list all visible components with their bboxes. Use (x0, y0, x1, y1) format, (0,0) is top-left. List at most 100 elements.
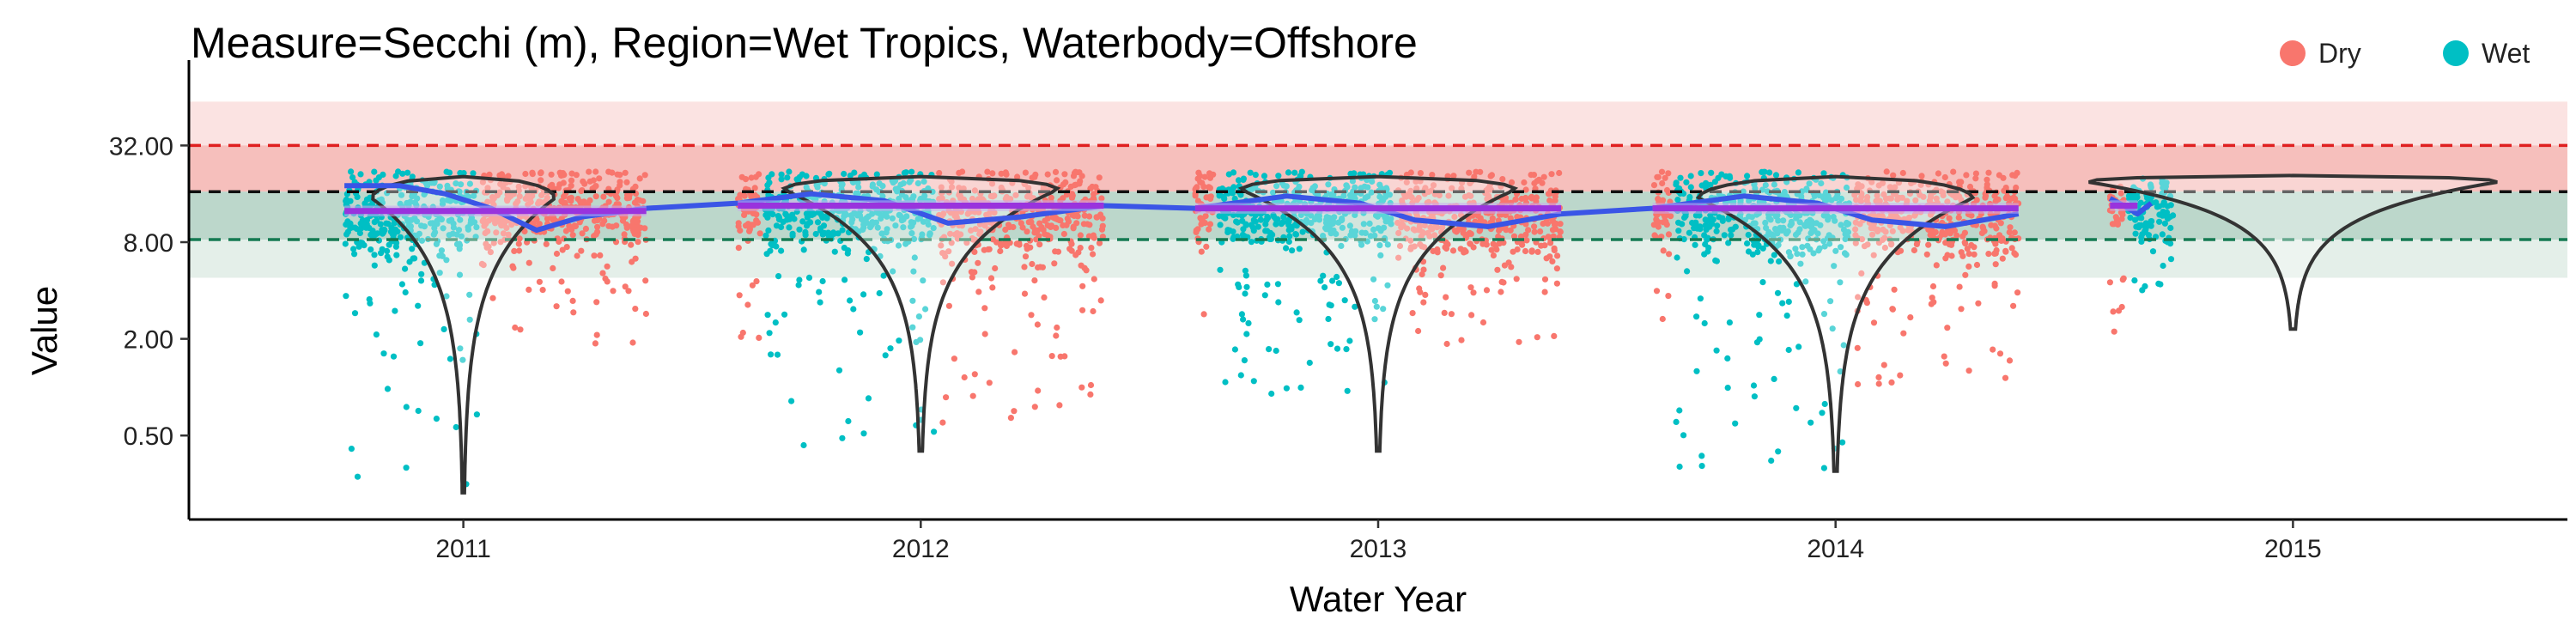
data-point (972, 226, 979, 233)
data-point (971, 248, 978, 255)
data-point (804, 214, 811, 221)
data-point (909, 297, 916, 304)
data-point (1684, 268, 1691, 275)
data-point (438, 216, 445, 223)
data-point (1431, 232, 1438, 239)
data-point (433, 416, 440, 422)
data-point (746, 228, 753, 234)
data-point (812, 230, 819, 238)
data-point (1744, 240, 1751, 247)
data-point (1548, 171, 1555, 178)
data-point (2006, 357, 2014, 364)
data-point (1888, 379, 1895, 386)
legend-key-wet (2443, 40, 2469, 66)
data-point (1508, 264, 1515, 270)
data-point (411, 199, 418, 206)
data-point (578, 247, 585, 254)
data-point (455, 227, 463, 234)
data-point (1278, 197, 1285, 205)
data-point (1090, 307, 1097, 315)
data-point (1531, 179, 1538, 187)
data-point (830, 229, 837, 236)
data-point (856, 212, 864, 219)
data-point (1220, 193, 1227, 200)
data-point (1200, 311, 1207, 318)
data-point (1522, 231, 1529, 238)
data-point (1021, 290, 1029, 297)
data-point (1012, 349, 1018, 355)
data-point (989, 170, 996, 177)
data-point (764, 182, 771, 189)
data-point (599, 270, 606, 276)
data-point (786, 216, 793, 222)
y-tick-label: 32.00 (109, 132, 173, 161)
data-point (1309, 186, 1315, 194)
data-point (1779, 300, 1786, 307)
data-point (2012, 252, 2020, 258)
data-point (1031, 404, 1038, 410)
data-point (1013, 240, 1020, 247)
data-point (1261, 173, 1268, 179)
data-point (1231, 346, 1238, 353)
data-point (617, 179, 623, 185)
data-point (1488, 246, 1495, 253)
data-point (768, 351, 775, 358)
data-point (1759, 245, 1766, 252)
data-point (2007, 224, 2014, 231)
data-point (1091, 276, 1097, 283)
data-point (617, 172, 623, 179)
data-point (1899, 228, 1906, 234)
data-point (835, 230, 841, 237)
data-point (1996, 350, 2004, 357)
data-point (1268, 390, 1275, 398)
data-point (1476, 228, 1483, 234)
data-point (1941, 173, 1948, 181)
y-tick-label: 2.00 (124, 326, 173, 355)
data-point (1868, 179, 1875, 185)
data-point (1837, 368, 1844, 375)
data-point (1767, 258, 1774, 264)
data-point (1701, 319, 1708, 327)
data-point (1483, 287, 1491, 294)
data-point (1069, 192, 1076, 199)
data-point (361, 200, 368, 207)
data-point (894, 188, 901, 195)
data-point (1891, 286, 1898, 293)
data-point (1408, 244, 1415, 251)
data-point (1320, 272, 1327, 279)
data-point (1054, 248, 1062, 255)
data-point (1801, 222, 1808, 228)
data-point (536, 221, 543, 228)
data-point (1056, 216, 1063, 224)
data-point (1383, 185, 1390, 191)
data-point (1007, 415, 1014, 422)
data-point (1999, 255, 2006, 262)
x-tick-label: 2015 (2264, 535, 2322, 563)
data-point (1674, 254, 1680, 261)
data-point (876, 180, 883, 187)
data-point (1081, 212, 1088, 219)
data-point (1549, 258, 1556, 264)
data-point (1322, 224, 1329, 232)
data-point (1808, 219, 1815, 226)
data-point (1665, 231, 1673, 238)
data-point (642, 277, 649, 284)
data-point (763, 251, 770, 258)
data-point (896, 211, 902, 218)
data-point (1339, 224, 1346, 231)
trend-smoother (344, 183, 2020, 234)
data-point (433, 240, 440, 247)
data-point (1096, 240, 1103, 246)
data-point (1257, 216, 1264, 223)
data-point (963, 240, 970, 246)
data-point (1729, 226, 1736, 233)
data-point (392, 307, 398, 314)
x-tick-label: 2014 (1807, 535, 1864, 563)
data-point (1089, 183, 1096, 191)
data-point (1267, 229, 1274, 236)
data-point (1698, 453, 1705, 459)
data-point (1262, 228, 1269, 234)
data-point (863, 256, 870, 263)
data-point (500, 230, 507, 237)
data-point (1554, 252, 1561, 259)
